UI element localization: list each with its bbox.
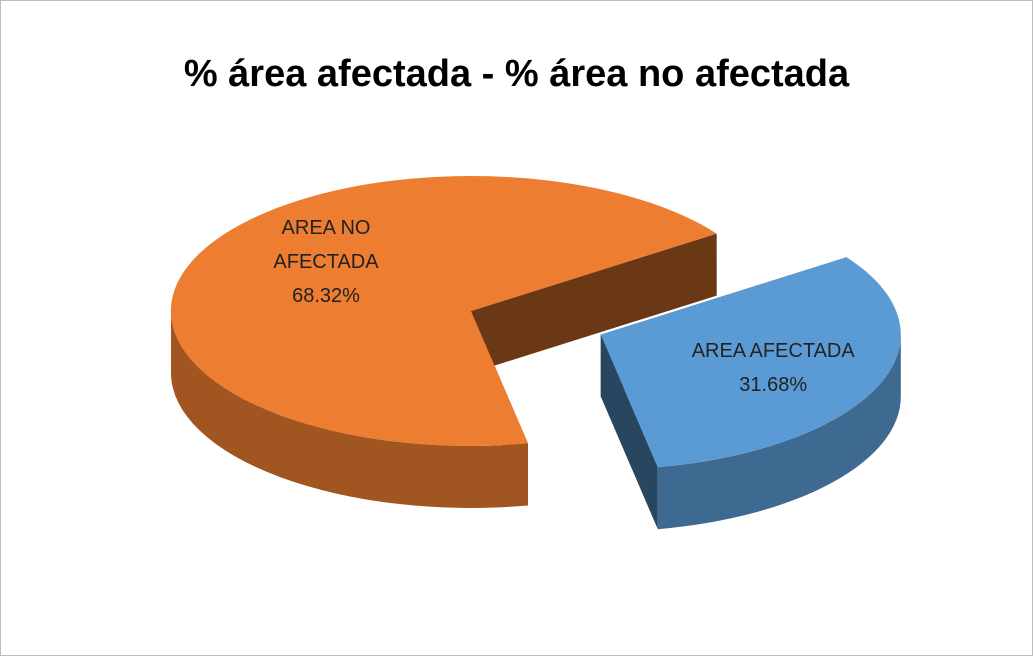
slice-side xyxy=(657,334,901,530)
chart-title: % área afectada - % área no afectada xyxy=(183,53,850,95)
value-label: 68.32% xyxy=(292,285,360,307)
slice-face xyxy=(600,334,658,530)
slice-side xyxy=(171,311,528,508)
slice-label: AREA AFECTADA xyxy=(691,340,855,362)
pie-slice xyxy=(170,175,717,446)
slice-face xyxy=(471,233,717,373)
value-label: 31.68% xyxy=(739,374,808,396)
slice-label: AREA NO AFECTADA xyxy=(273,217,379,273)
pie-slice xyxy=(600,257,901,468)
